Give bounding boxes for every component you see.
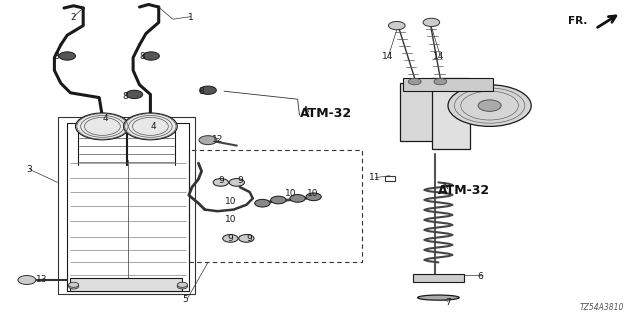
Circle shape	[68, 282, 79, 287]
Circle shape	[68, 284, 79, 289]
Bar	[70, 278, 182, 291]
Circle shape	[177, 282, 188, 287]
Circle shape	[478, 100, 501, 111]
Bar	[189, 150, 362, 262]
Circle shape	[434, 78, 447, 85]
Text: 8: 8	[199, 87, 204, 96]
Text: 8: 8	[140, 52, 145, 60]
Circle shape	[388, 21, 405, 30]
Circle shape	[255, 199, 270, 207]
Circle shape	[177, 284, 188, 289]
Text: 9: 9	[218, 176, 223, 185]
Text: 12: 12	[212, 135, 223, 144]
Circle shape	[76, 113, 129, 140]
Circle shape	[271, 196, 286, 204]
Text: 8: 8	[54, 52, 59, 60]
Text: ATM-32: ATM-32	[438, 184, 490, 197]
Text: 9: 9	[237, 176, 243, 185]
Bar	[432, 78, 470, 149]
Circle shape	[229, 179, 244, 186]
Circle shape	[423, 18, 440, 27]
Text: TZ54A3810: TZ54A3810	[580, 303, 624, 312]
Text: 4: 4	[103, 114, 108, 123]
Circle shape	[239, 235, 254, 242]
Text: 10: 10	[285, 189, 297, 198]
Circle shape	[18, 276, 36, 284]
Text: 13: 13	[36, 276, 47, 284]
Text: 1: 1	[188, 13, 193, 22]
Text: 9: 9	[228, 234, 233, 243]
Text: ATM-32: ATM-32	[300, 107, 351, 120]
Text: 2: 2	[71, 13, 76, 22]
Text: FR.: FR.	[568, 16, 588, 26]
Circle shape	[290, 195, 305, 202]
Text: 6: 6	[477, 272, 483, 281]
Circle shape	[124, 113, 177, 140]
Bar	[58, 117, 195, 294]
Text: 4: 4	[151, 122, 156, 131]
Circle shape	[223, 235, 238, 242]
Text: 9: 9	[247, 234, 252, 243]
Circle shape	[200, 86, 216, 94]
Circle shape	[59, 52, 76, 60]
Text: 10: 10	[307, 189, 318, 198]
Ellipse shape	[418, 295, 460, 300]
Text: 14: 14	[433, 52, 444, 60]
Text: 14: 14	[381, 52, 393, 60]
Circle shape	[448, 85, 531, 126]
Text: 10: 10	[225, 215, 236, 224]
Circle shape	[408, 78, 421, 85]
Circle shape	[126, 90, 143, 99]
Circle shape	[143, 52, 159, 60]
Text: 8: 8	[122, 92, 127, 100]
Text: 7: 7	[445, 298, 451, 307]
Text: 5: 5	[183, 295, 188, 304]
Text: 3: 3	[26, 165, 31, 174]
Text: 10: 10	[225, 197, 236, 206]
Bar	[400, 83, 435, 141]
Bar	[403, 78, 493, 91]
Circle shape	[213, 179, 228, 186]
Circle shape	[199, 136, 217, 145]
Bar	[413, 274, 464, 282]
Text: 11: 11	[369, 173, 380, 182]
Bar	[385, 176, 395, 181]
Circle shape	[306, 193, 321, 201]
